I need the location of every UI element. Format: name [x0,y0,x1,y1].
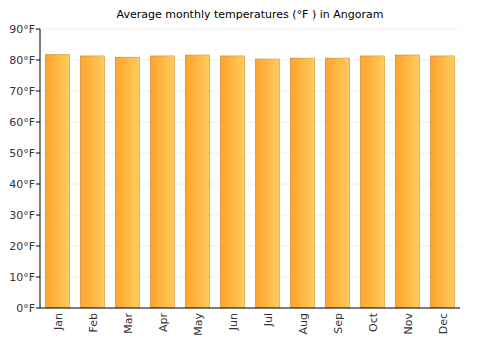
y-tick [36,308,40,309]
bar-shine [431,56,455,308]
title: Average monthly temperatures (°F ) in An… [117,8,384,21]
bar [221,56,245,308]
y-tick [36,246,40,247]
y-tick-label: 10°F [9,271,35,284]
bar-shine [221,56,245,308]
y-tick-label: 70°F [9,85,35,98]
x-tick-label: Dec [437,313,450,334]
bars [46,55,455,308]
y-tick [36,153,40,154]
x-tick-label: Aug [297,313,310,334]
bar-shine [396,55,420,308]
bar [81,56,105,308]
x-tick-label: Apr [157,313,170,333]
y-tick-label: 30°F [9,209,35,222]
y-tick-label: 90°F [9,23,35,36]
bar [396,55,420,308]
bar-shine [116,57,140,308]
x-tick-label: Nov [402,313,415,335]
x-tick-label: Jan [52,313,65,331]
y-axis [40,29,41,308]
grid-line [40,29,460,30]
x-tick-label: Sep [332,313,345,334]
bar-shine [151,56,175,308]
bar-shine [326,58,350,308]
x-tick-label: Oct [367,312,380,332]
bar [186,55,210,308]
x-tick-label: Feb [87,313,100,332]
bar [46,55,70,308]
y-tick-label: 50°F [9,147,35,160]
x-tick-label: Mar [122,313,135,334]
x-tick-label: Jul [262,313,275,327]
bar-shine [256,59,280,308]
y-tick [36,184,40,185]
bar-shine [291,58,315,308]
x-tick-label: May [192,313,205,336]
x-axis [40,308,460,309]
bar [256,59,280,308]
bar [116,57,140,308]
grid-line [40,308,460,309]
bar-shine [186,55,210,308]
y-tick-label: 80°F [9,54,35,67]
y-tick [36,122,40,123]
x-tick-label: Jun [227,313,240,331]
y-tick-label: 40°F [9,178,35,191]
bar [291,58,315,308]
y-tick [36,91,40,92]
bar [361,56,385,308]
y-tick [36,29,40,30]
y-tick [36,277,40,278]
bar-shine [361,56,385,308]
bar [431,56,455,308]
bar-shine [46,55,70,308]
y-tick [36,60,40,61]
bar-shine [81,56,105,308]
y-tick [36,215,40,216]
y-tick-label: 20°F [9,240,35,253]
bar [326,58,350,308]
chart: Average monthly temperatures (°F ) in An… [0,0,500,350]
y-tick-label: 0°F [16,302,35,315]
y-tick-label: 60°F [9,116,35,129]
bar [151,56,175,308]
